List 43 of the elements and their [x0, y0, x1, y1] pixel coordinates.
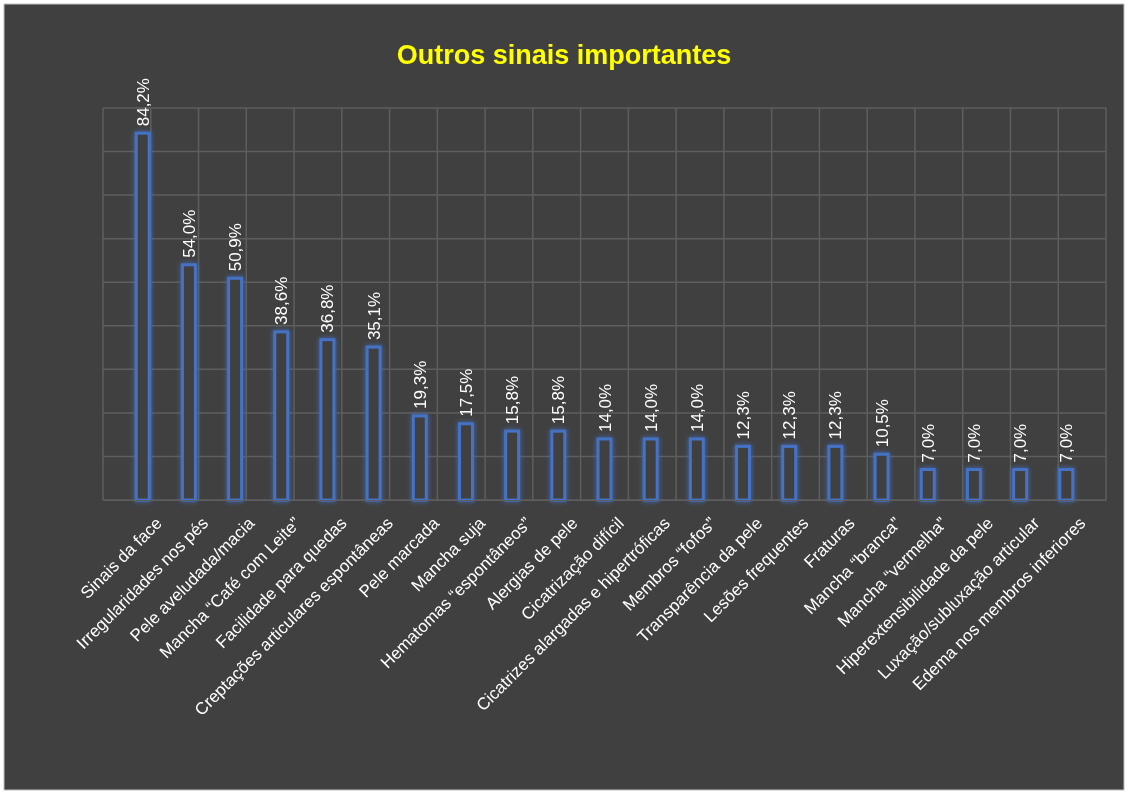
bar — [1012, 468, 1029, 502]
bar — [180, 263, 197, 502]
data-label: 7,0% — [964, 423, 984, 463]
data-label: 54,0% — [179, 209, 199, 258]
data-label: 14,0% — [641, 383, 661, 433]
data-label: 15,8% — [549, 375, 569, 425]
bar — [965, 468, 982, 502]
bar — [873, 452, 890, 502]
data-label: 84,2% — [133, 78, 153, 127]
bar — [411, 414, 428, 502]
bar — [504, 429, 521, 502]
bar — [781, 444, 798, 502]
data-label: 50,9% — [226, 223, 246, 272]
data-label: 35,1% — [364, 291, 384, 341]
data-label: 7,0% — [1057, 423, 1077, 463]
data-label: 19,3% — [410, 360, 430, 409]
bar — [134, 131, 151, 502]
bar — [735, 444, 751, 502]
data-label: 12,3% — [734, 391, 754, 440]
data-label: 12,3% — [826, 391, 846, 440]
bar — [273, 330, 290, 502]
data-label: 12,3% — [780, 391, 800, 440]
data-label: 7,0% — [918, 423, 938, 463]
data-label: 10,5% — [872, 399, 892, 448]
data-label: 14,0% — [687, 383, 707, 433]
bar — [365, 345, 382, 502]
data-label: 38,6% — [272, 276, 292, 325]
bar — [227, 276, 244, 502]
bar — [550, 429, 567, 502]
chart-title: Outros sinais importantes — [396, 40, 732, 70]
data-label: 14,0% — [595, 383, 615, 433]
bar — [1058, 468, 1075, 502]
data-label: 36,8% — [318, 284, 338, 333]
data-label: 15,8% — [503, 375, 523, 425]
bar — [642, 437, 659, 502]
data-label: 7,0% — [1011, 423, 1031, 463]
bar — [919, 468, 936, 502]
bar — [596, 437, 613, 502]
bar — [458, 422, 474, 502]
bar — [827, 444, 844, 502]
bar — [688, 437, 705, 502]
bar — [319, 338, 336, 502]
data-label: 17,5% — [456, 368, 476, 417]
